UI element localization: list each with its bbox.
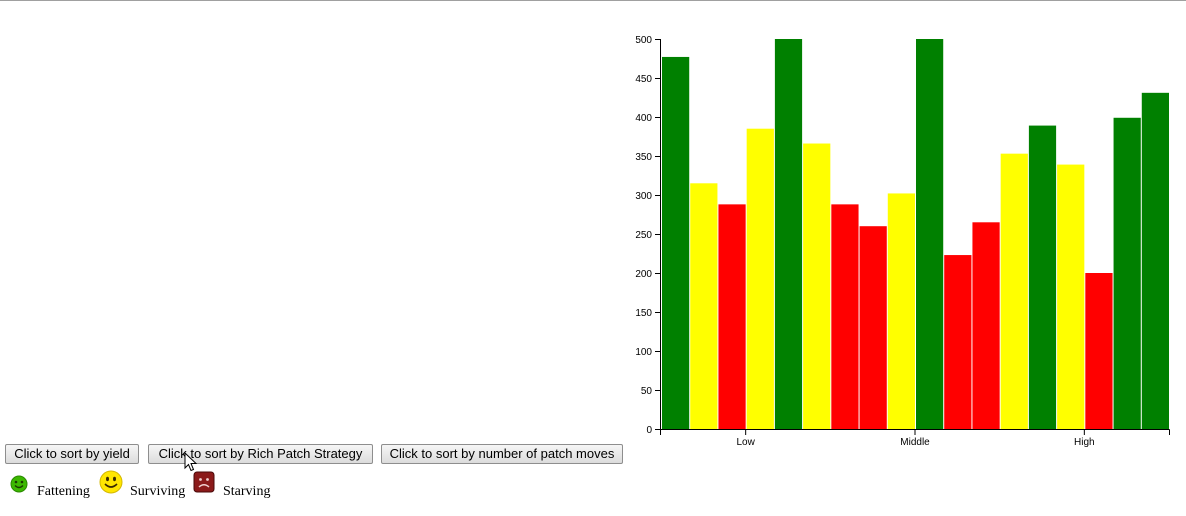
bar-8	[859, 226, 887, 429]
legend-label-fattening: Fattening	[37, 484, 90, 499]
bar-15	[1057, 164, 1085, 429]
x-tick-label-high: High	[1074, 437, 1095, 448]
x-tick-label-low: Low	[736, 437, 755, 448]
bar-17	[1113, 117, 1141, 429]
bar-13	[1000, 153, 1028, 429]
bar-12	[972, 222, 1000, 429]
sort-by-yield-button[interactable]: Click to sort by yield	[5, 444, 139, 464]
bar-16	[1085, 273, 1113, 429]
bar-11	[944, 255, 972, 429]
yellow-smiley-icon	[99, 470, 123, 494]
legend: Fattening Surviving Starving	[0, 470, 300, 504]
sort-by-patch-moves-button[interactable]: Click to sort by number of patch moves	[381, 444, 623, 464]
bar-18	[1141, 92, 1169, 429]
bars-layer	[662, 39, 1169, 429]
x-tick-label-middle: Middle	[900, 437, 930, 448]
y-tick-label-400: 400	[635, 113, 652, 124]
y-tick-label-500: 500	[635, 35, 652, 46]
axis-layer: 0 50 100 150 200 250 300 350 400 450 500 Low Middle H…	[635, 35, 1170, 448]
bar-9	[887, 193, 915, 429]
legend-label-starving: Starving	[223, 484, 271, 499]
top-divider	[0, 0, 1186, 1]
mouse-cursor-icon	[184, 452, 198, 472]
y-tick-label-100: 100	[635, 347, 652, 358]
y-tick-label-450: 450	[635, 74, 652, 85]
bar-10	[916, 39, 944, 429]
bar-14	[1028, 125, 1057, 429]
bar-1	[662, 56, 690, 429]
green-smiley-icon	[10, 475, 28, 493]
y-tick-label-150: 150	[635, 308, 652, 319]
bar-2	[690, 183, 718, 429]
sort-by-rich-patch-button[interactable]: Click to sort by Rich Patch Strategy	[148, 444, 373, 464]
bar-6	[803, 143, 831, 429]
y-tick-label-250: 250	[635, 230, 652, 241]
y-tick-label-200: 200	[635, 269, 652, 280]
bar-7	[831, 204, 859, 429]
y-tick-label-0: 0	[646, 425, 652, 436]
red-frowny-icon	[193, 471, 215, 493]
bar-4	[746, 128, 774, 429]
y-tick-label-300: 300	[635, 191, 652, 202]
y-tick-label-50: 50	[641, 386, 653, 397]
bar-5	[774, 39, 803, 429]
legend-label-surviving: Surviving	[130, 484, 186, 499]
bar-3	[718, 204, 746, 429]
y-tick-label-350: 350	[635, 152, 652, 163]
